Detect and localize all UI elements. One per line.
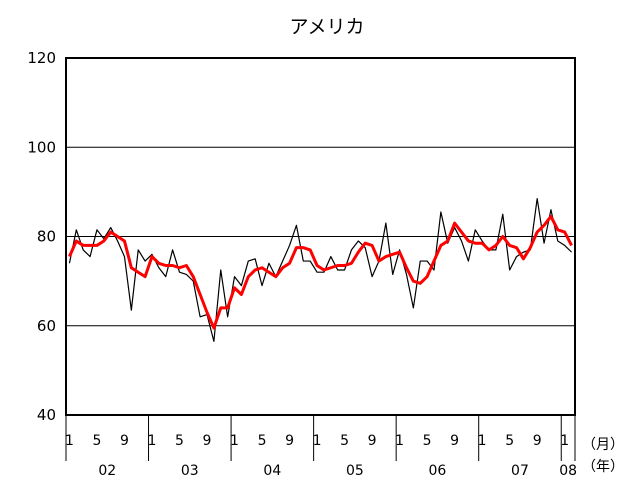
- month-tick-label: 1: [395, 433, 404, 449]
- month-tick-label: 5: [505, 433, 514, 449]
- year-tick-label: 08: [559, 463, 577, 479]
- month-tick-label: 5: [340, 433, 349, 449]
- month-tick-label: 1: [148, 433, 157, 449]
- month-tick-label: 5: [92, 433, 101, 449]
- month-tick-label: 9: [120, 433, 129, 449]
- plot-area: [68, 197, 573, 342]
- year-tick-label: 07: [511, 463, 529, 479]
- month-tick-label: 5: [258, 433, 267, 449]
- year-tick-label: 04: [263, 463, 281, 479]
- y-tick-label: 120: [27, 49, 56, 67]
- y-tick-label: 80: [37, 228, 56, 246]
- y-tick-label: 60: [37, 317, 56, 335]
- series-line-average: [68, 214, 573, 330]
- month-tick-label: 9: [368, 433, 377, 449]
- month-tick-label: 9: [533, 433, 542, 449]
- plot-frame: [65, 57, 576, 416]
- series-line-monthly: [68, 197, 572, 342]
- year-tick-label: 03: [181, 463, 199, 479]
- month-tick-label: 1: [65, 433, 74, 449]
- month-unit-label: （月）: [582, 437, 624, 453]
- year-tick-label: 02: [98, 463, 116, 479]
- chart-title: アメリカ: [289, 16, 364, 38]
- month-tick-label: 9: [203, 433, 212, 449]
- month-tick-label: 9: [285, 433, 294, 449]
- y-tick-label: 100: [27, 138, 56, 156]
- year-tick-label: 05: [346, 463, 364, 479]
- y-tick-label: 40: [37, 406, 56, 424]
- month-tick-label: 1: [313, 433, 322, 449]
- year-tick-label: 06: [429, 463, 447, 479]
- month-tick-label: 5: [423, 433, 432, 449]
- gridlines: [66, 146, 575, 327]
- month-tick-label: 5: [175, 433, 184, 449]
- year-unit-label: （年）: [582, 459, 624, 475]
- month-tick-label: 9: [450, 433, 459, 449]
- month-tick-label: 1: [560, 433, 569, 449]
- month-tick-label: 1: [478, 433, 487, 449]
- month-tick-label: 1: [230, 433, 239, 449]
- y-axis: 40 60 80 100 120: [27, 49, 56, 424]
